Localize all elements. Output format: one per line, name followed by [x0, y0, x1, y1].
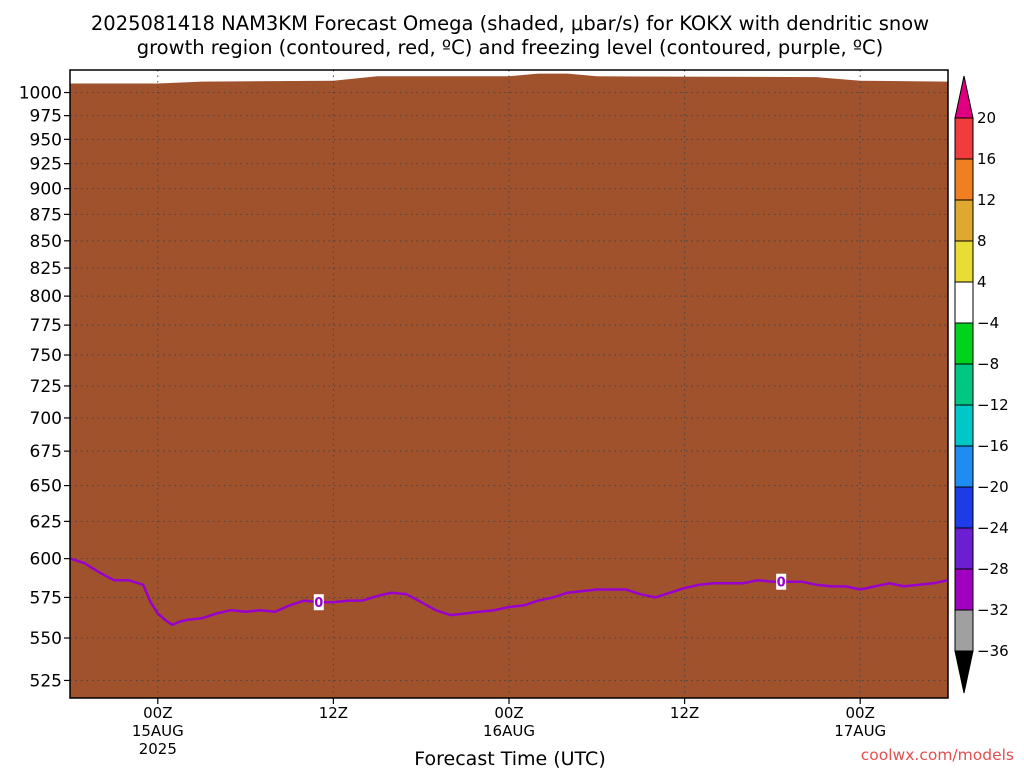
x-axis-label: Forecast Time (UTC) — [414, 748, 605, 768]
y-tick-label: 775 — [30, 316, 62, 336]
colorbar-top-arrow — [954, 75, 974, 119]
colorbar-label: 12 — [977, 191, 996, 209]
freezing-level-contour: 00 — [69, 557, 949, 627]
colorbar-label: −20 — [977, 478, 1009, 496]
y-tick-label: 600 — [30, 550, 62, 570]
x-tick-label: 00Z — [846, 704, 875, 722]
colorbar-bin — [954, 322, 974, 365]
y-axis: 525 550 575 600 625 650 675 700 725 750 775 800 825 8… — [19, 84, 70, 691]
y-tick-label: 625 — [30, 512, 62, 532]
colorbar-label: −32 — [977, 601, 1009, 619]
colorbar-bin — [954, 527, 974, 570]
x-tick-label: 00Z — [494, 704, 523, 722]
colorbar-bottom-arrow — [954, 650, 974, 694]
colorbar-bin — [954, 445, 974, 488]
y-tick-label: 950 — [30, 130, 62, 150]
colorbar-label: −24 — [977, 519, 1009, 537]
chart-title-line1: 2025081418 NAM3KM Forecast Omega (shaded… — [91, 12, 929, 35]
x-tick-label: 16AUG — [483, 722, 535, 740]
y-tick-label: 1000 — [19, 84, 62, 104]
y-tick-label: 575 — [30, 588, 62, 608]
colorbar-bin — [954, 117, 974, 160]
colorbar-label: −16 — [977, 437, 1009, 455]
freezing-level-label-bg — [313, 594, 324, 611]
y-tick-label: 525 — [30, 671, 62, 691]
freezing-level-label-bg — [776, 573, 787, 590]
y-tick-label: 700 — [30, 409, 62, 429]
y-tick-label: 750 — [30, 346, 62, 366]
colorbar-bin — [954, 404, 974, 447]
y-tick-label: 725 — [30, 377, 62, 397]
plot-area: 00 — [69, 69, 949, 699]
y-tick-label: 975 — [30, 107, 62, 127]
x-tick-label: 00Z — [143, 704, 172, 722]
colorbar: 20 16 12 8 4 −4 −8 −12 −16 −20 −24 −28 −32 −36 — [954, 75, 1009, 694]
colorbar-label: −8 — [977, 355, 999, 373]
colorbar-label: −12 — [977, 396, 1009, 414]
y-tick-label: 550 — [30, 629, 62, 649]
colorbar-label: 4 — [977, 273, 987, 291]
freezing-level-label: 0 — [314, 596, 323, 611]
credit-text: coolwx.com/models — [861, 746, 1014, 764]
grid-lines — [70, 70, 948, 698]
y-tick-label: 800 — [30, 287, 62, 307]
terrain-fill — [70, 73, 948, 699]
x-tick-label: 15AUG — [132, 722, 184, 740]
y-tick-label: 850 — [30, 232, 62, 252]
colorbar-label: 16 — [977, 150, 996, 168]
colorbar-bin — [954, 609, 974, 652]
colorbar-label: 8 — [977, 232, 987, 250]
y-tick-label: 900 — [30, 180, 62, 200]
x-tick-label: 17AUG — [834, 722, 886, 740]
y-tick-label: 925 — [30, 155, 62, 175]
colorbar-bin — [954, 158, 974, 201]
y-tick-label: 675 — [30, 442, 62, 462]
colorbar-bin — [954, 486, 974, 529]
y-tick-label: 875 — [30, 205, 62, 225]
terrain-polygon — [70, 73, 948, 699]
chart-title-line2: growth region (contoured, red, ºC) and f… — [137, 36, 884, 59]
x-tick-label: 12Z — [670, 704, 699, 722]
colorbar-bin — [954, 199, 974, 242]
colorbar-label: −28 — [977, 560, 1009, 578]
freezing-level-line — [69, 557, 949, 627]
freezing-level-label: 0 — [777, 576, 786, 591]
colorbar-bin — [954, 281, 974, 324]
x-tick-label: 2025 — [139, 740, 177, 758]
y-tick-label: 825 — [30, 259, 62, 279]
colorbar-bin — [954, 240, 974, 283]
colorbar-label: −36 — [977, 642, 1009, 660]
colorbar-label: 20 — [977, 109, 996, 127]
colorbar-bin — [954, 568, 974, 611]
y-tick-label: 650 — [30, 477, 62, 497]
colorbar-label: −4 — [977, 314, 999, 332]
x-tick-label: 12Z — [319, 704, 348, 722]
colorbar-bin — [954, 363, 974, 406]
